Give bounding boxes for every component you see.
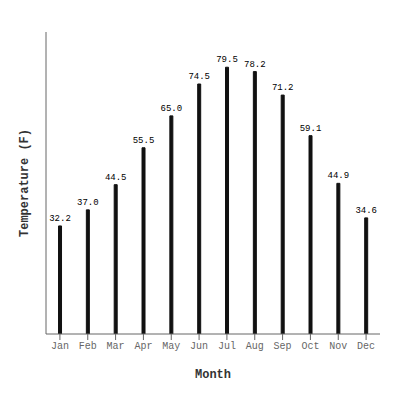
svg-text:65.0: 65.0: [161, 104, 183, 114]
svg-text:Nov: Nov: [329, 341, 347, 352]
svg-text:55.5: 55.5: [133, 136, 155, 146]
svg-text:Month: Month: [195, 368, 231, 382]
svg-text:79.5: 79.5: [216, 55, 238, 65]
svg-text:Jul: Jul: [218, 341, 236, 352]
svg-text:Jan: Jan: [51, 341, 69, 352]
svg-text:32.2: 32.2: [49, 214, 71, 224]
svg-text:Apr: Apr: [134, 341, 152, 352]
svg-text:Aug: Aug: [246, 341, 264, 352]
svg-text:34.6: 34.6: [355, 206, 377, 216]
svg-text:78.2: 78.2: [244, 60, 266, 70]
svg-text:Temperature (F): Temperature (F): [18, 129, 32, 237]
svg-text:Dec: Dec: [357, 341, 375, 352]
svg-text:May: May: [162, 341, 180, 352]
svg-text:71.2: 71.2: [272, 83, 294, 93]
svg-text:Oct: Oct: [301, 341, 319, 352]
svg-text:Jun: Jun: [190, 341, 208, 352]
svg-text:44.9: 44.9: [328, 171, 350, 181]
svg-text:74.5: 74.5: [188, 72, 210, 82]
svg-text:44.5: 44.5: [105, 173, 127, 183]
svg-text:Mar: Mar: [107, 341, 125, 352]
svg-text:Feb: Feb: [79, 341, 97, 352]
svg-text:Sep: Sep: [274, 341, 292, 352]
svg-text:37.0: 37.0: [77, 198, 99, 208]
svg-text:59.1: 59.1: [300, 124, 322, 134]
